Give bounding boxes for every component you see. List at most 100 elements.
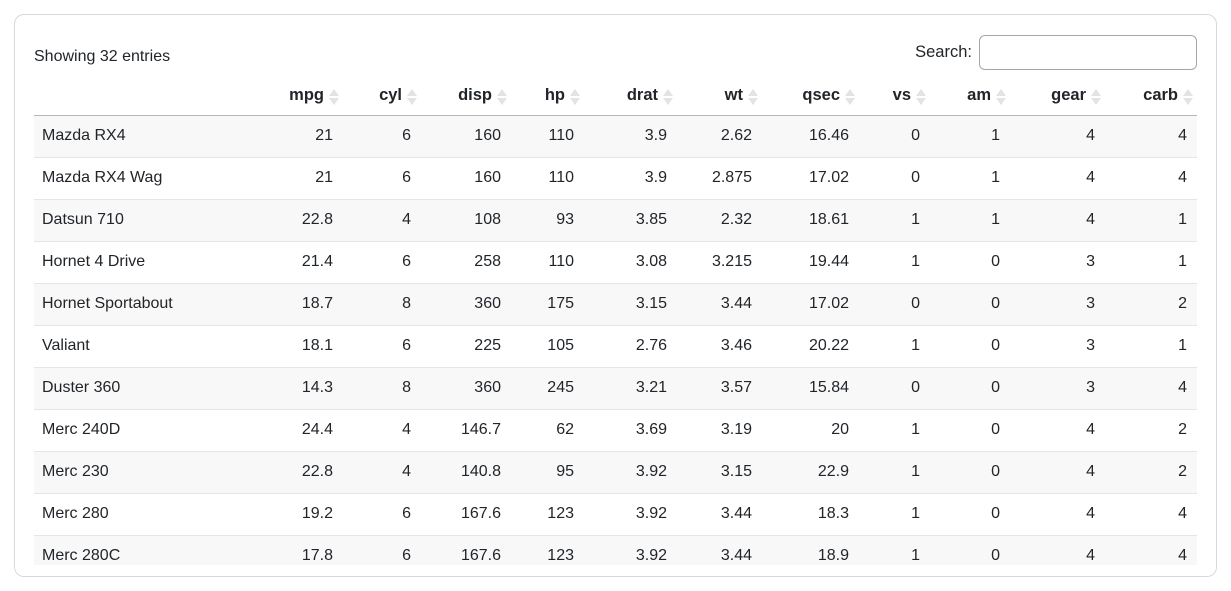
column-header-wt[interactable]: wt bbox=[677, 79, 762, 116]
cell-vs: 1 bbox=[859, 409, 930, 452]
cell-vs: 0 bbox=[859, 115, 930, 158]
cell-disp: 160 bbox=[421, 157, 511, 200]
column-header-label: hp bbox=[544, 86, 565, 105]
sort-icon bbox=[1183, 88, 1193, 105]
sort-desc-arrow-icon bbox=[916, 97, 926, 105]
row-label: Merc 230 bbox=[34, 451, 259, 494]
cell-cyl: 6 bbox=[343, 115, 421, 158]
cell-vs: 1 bbox=[859, 493, 930, 536]
cell-gear: 3 bbox=[1010, 241, 1105, 284]
cell-wt: 2.62 bbox=[677, 115, 762, 158]
sort-icon bbox=[407, 88, 417, 105]
cell-gear: 3 bbox=[1010, 325, 1105, 368]
cell-disp: 140.8 bbox=[421, 451, 511, 494]
cell-gear: 4 bbox=[1010, 409, 1105, 452]
column-header-label: wt bbox=[724, 86, 743, 105]
cell-qsec: 15.84 bbox=[762, 367, 859, 410]
cell-disp: 167.6 bbox=[421, 535, 511, 565]
cell-cyl: 8 bbox=[343, 283, 421, 326]
table-row: Merc 230 22.8 4 140.8 95 3.92 3.15 22.9 1 0 4 2 bbox=[34, 451, 1197, 494]
column-header-rowname bbox=[34, 79, 259, 116]
cell-wt: 3.15 bbox=[677, 451, 762, 494]
cell-qsec: 16.46 bbox=[762, 115, 859, 158]
table-row: Merc 240D 24.4 4 146.7 62 3.69 3.19 20 1 0 4 2 bbox=[34, 409, 1197, 452]
cell-drat: 3.9 bbox=[584, 115, 677, 158]
cell-mpg: 18.7 bbox=[259, 283, 343, 326]
data-table: mpg cyl disp hp drat wt qsec vs am gear carb Mazda… bbox=[34, 79, 1197, 565]
cell-mpg: 17.8 bbox=[259, 535, 343, 565]
column-header-content: mpg bbox=[289, 86, 339, 105]
cell-gear: 4 bbox=[1010, 157, 1105, 200]
cell-mpg: 22.8 bbox=[259, 451, 343, 494]
cell-disp: 160 bbox=[421, 115, 511, 158]
cell-cyl: 4 bbox=[343, 199, 421, 242]
column-header-cyl[interactable]: cyl bbox=[343, 79, 421, 116]
datatable-card: Showing 32 entries Search: mpg cyl disp hp d… bbox=[14, 14, 1217, 577]
cell-wt: 3.215 bbox=[677, 241, 762, 284]
cell-qsec: 18.61 bbox=[762, 199, 859, 242]
column-header-drat[interactable]: drat bbox=[584, 79, 677, 116]
sort-icon bbox=[1091, 88, 1101, 105]
row-label: Duster 360 bbox=[34, 367, 259, 410]
table-row: Valiant 18.1 6 225 105 2.76 3.46 20.22 1 0 3 1 bbox=[34, 325, 1197, 368]
table-viewport: mpg cyl disp hp drat wt qsec vs am gear carb Mazda… bbox=[34, 79, 1197, 565]
cell-qsec: 20 bbox=[762, 409, 859, 452]
column-header-label: qsec bbox=[802, 86, 840, 105]
cell-wt: 3.46 bbox=[677, 325, 762, 368]
cell-hp: 123 bbox=[511, 493, 584, 536]
cell-am: 0 bbox=[930, 493, 1010, 536]
cell-carb: 1 bbox=[1105, 241, 1197, 284]
column-header-mpg[interactable]: mpg bbox=[259, 79, 343, 116]
search-input[interactable] bbox=[979, 35, 1197, 70]
cell-drat: 3.85 bbox=[584, 199, 677, 242]
sort-asc-arrow-icon bbox=[748, 88, 758, 96]
sort-asc-arrow-icon bbox=[329, 88, 339, 96]
cell-cyl: 6 bbox=[343, 157, 421, 200]
cell-vs: 1 bbox=[859, 199, 930, 242]
column-header-content: drat bbox=[627, 86, 673, 105]
search-label: Search: bbox=[915, 43, 972, 61]
cell-cyl: 4 bbox=[343, 451, 421, 494]
column-header-content: gear bbox=[1051, 86, 1101, 105]
column-header-gear[interactable]: gear bbox=[1010, 79, 1105, 116]
cell-wt: 3.19 bbox=[677, 409, 762, 452]
table-toolbar: Showing 32 entries Search: bbox=[34, 35, 1197, 70]
column-header-carb[interactable]: carb bbox=[1105, 79, 1197, 116]
cell-hp: 93 bbox=[511, 199, 584, 242]
row-label: Mazda RX4 Wag bbox=[34, 157, 259, 200]
table-row: Hornet 4 Drive 21.4 6 258 110 3.08 3.215 19.44 1… bbox=[34, 241, 1197, 284]
cell-carb: 4 bbox=[1105, 535, 1197, 565]
column-header-hp[interactable]: hp bbox=[511, 79, 584, 116]
column-header-vs[interactable]: vs bbox=[859, 79, 930, 116]
cell-qsec: 18.9 bbox=[762, 535, 859, 565]
cell-disp: 360 bbox=[421, 367, 511, 410]
cell-mpg: 18.1 bbox=[259, 325, 343, 368]
sort-icon bbox=[996, 88, 1006, 105]
cell-hp: 62 bbox=[511, 409, 584, 452]
column-header-label: carb bbox=[1143, 86, 1178, 105]
sort-asc-arrow-icon bbox=[1183, 88, 1193, 96]
column-header-am[interactable]: am bbox=[930, 79, 1010, 116]
cell-gear: 3 bbox=[1010, 283, 1105, 326]
column-header-disp[interactable]: disp bbox=[421, 79, 511, 116]
cell-carb: 4 bbox=[1105, 157, 1197, 200]
sort-desc-arrow-icon bbox=[996, 97, 1006, 105]
cell-vs: 0 bbox=[859, 367, 930, 410]
cell-carb: 4 bbox=[1105, 493, 1197, 536]
cell-am: 0 bbox=[930, 367, 1010, 410]
cell-am: 0 bbox=[930, 535, 1010, 565]
column-header-qsec[interactable]: qsec bbox=[762, 79, 859, 116]
cell-drat: 3.92 bbox=[584, 535, 677, 565]
cell-disp: 146.7 bbox=[421, 409, 511, 452]
cell-drat: 3.15 bbox=[584, 283, 677, 326]
cell-wt: 3.44 bbox=[677, 535, 762, 565]
cell-carb: 2 bbox=[1105, 409, 1197, 452]
cell-drat: 3.69 bbox=[584, 409, 677, 452]
cell-cyl: 8 bbox=[343, 367, 421, 410]
cell-carb: 4 bbox=[1105, 115, 1197, 158]
sort-desc-arrow-icon bbox=[570, 97, 580, 105]
cell-drat: 3.92 bbox=[584, 493, 677, 536]
cell-carb: 4 bbox=[1105, 367, 1197, 410]
table-body: Mazda RX4 21 6 160 110 3.9 2.62 16.46 0 1 4 4 Mazda … bbox=[34, 115, 1197, 565]
sort-desc-arrow-icon bbox=[1091, 97, 1101, 105]
